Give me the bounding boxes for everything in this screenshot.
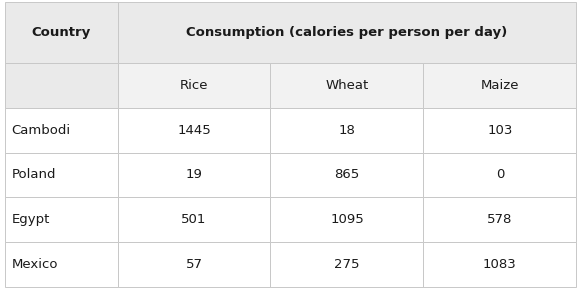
Bar xyxy=(117,2,576,63)
Bar xyxy=(117,153,271,197)
Text: 275: 275 xyxy=(334,258,360,271)
Text: Rice: Rice xyxy=(180,79,208,92)
Text: Maize: Maize xyxy=(480,79,519,92)
Text: 1095: 1095 xyxy=(330,213,364,226)
Bar xyxy=(271,242,424,287)
Bar xyxy=(117,63,271,108)
Text: 865: 865 xyxy=(334,168,360,181)
Bar xyxy=(5,108,117,153)
Text: 501: 501 xyxy=(181,213,207,226)
Bar xyxy=(271,108,424,153)
Bar xyxy=(424,153,576,197)
Text: Poland: Poland xyxy=(12,168,56,181)
Bar xyxy=(117,108,271,153)
Bar xyxy=(5,153,117,197)
Text: Cambodi: Cambodi xyxy=(12,124,71,137)
Bar xyxy=(424,63,576,108)
Text: 0: 0 xyxy=(496,168,504,181)
Bar xyxy=(5,63,117,108)
Bar xyxy=(271,197,424,242)
Bar xyxy=(5,242,117,287)
Bar xyxy=(5,197,117,242)
Text: 18: 18 xyxy=(339,124,356,137)
Text: 57: 57 xyxy=(185,258,203,271)
Bar xyxy=(424,242,576,287)
Text: Wheat: Wheat xyxy=(325,79,368,92)
Text: Egypt: Egypt xyxy=(12,213,50,226)
Bar xyxy=(117,197,271,242)
Text: 19: 19 xyxy=(185,168,202,181)
Bar xyxy=(271,63,424,108)
Bar xyxy=(117,242,271,287)
Bar xyxy=(424,197,576,242)
Text: 1083: 1083 xyxy=(483,258,517,271)
Text: 103: 103 xyxy=(487,124,512,137)
Text: 1445: 1445 xyxy=(177,124,211,137)
Bar xyxy=(5,2,117,63)
Text: Country: Country xyxy=(31,26,91,39)
Text: Consumption (calories per person per day): Consumption (calories per person per day… xyxy=(187,26,508,39)
Bar xyxy=(424,108,576,153)
Text: Mexico: Mexico xyxy=(12,258,58,271)
Bar xyxy=(271,153,424,197)
Text: 578: 578 xyxy=(487,213,512,226)
